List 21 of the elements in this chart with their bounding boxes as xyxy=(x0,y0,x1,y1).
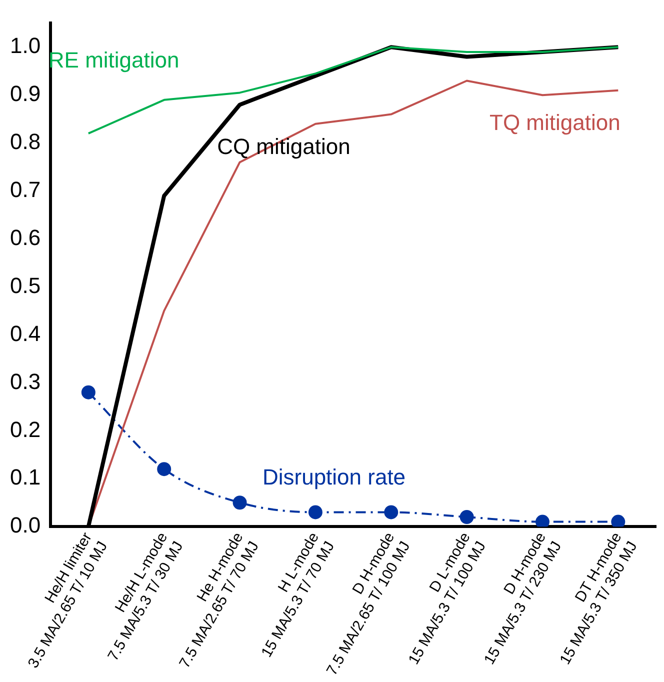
point xyxy=(460,510,474,524)
point xyxy=(232,496,247,510)
series-label: Disruption rate xyxy=(262,464,406,490)
y-tick-label: 0.2 xyxy=(10,416,41,442)
y-tick-label: 0.8 xyxy=(10,129,41,154)
y-tick-label: 0.9 xyxy=(10,81,41,106)
series-label: TQ mitigation xyxy=(490,110,620,135)
y-tick-label: 0.4 xyxy=(10,320,41,346)
y-tick-label: 0.5 xyxy=(10,272,41,298)
y-tick-label: 0.6 xyxy=(10,225,41,250)
point xyxy=(611,514,626,527)
y-tick-label: 0.1 xyxy=(10,464,41,490)
point xyxy=(384,505,398,520)
y-tick-label: 1.0 xyxy=(10,33,41,58)
point xyxy=(308,505,322,520)
y-tick-label: 0.0 xyxy=(10,512,41,538)
point xyxy=(535,514,550,527)
point xyxy=(157,462,172,476)
y-tick-label: 0.3 xyxy=(10,368,41,394)
y-tick-label: 0.7 xyxy=(10,177,41,202)
point xyxy=(81,385,96,400)
